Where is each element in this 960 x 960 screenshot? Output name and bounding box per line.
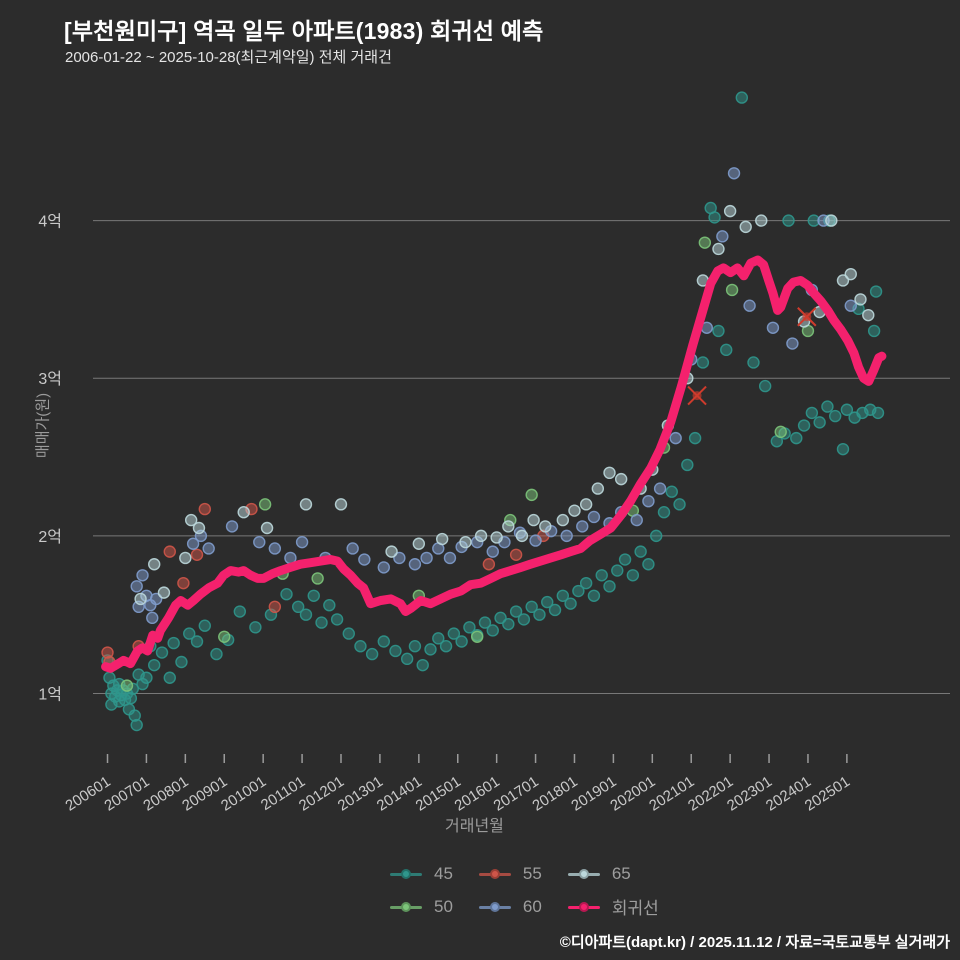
legend-item-50[interactable]: 50	[390, 894, 453, 919]
legend-label: 65	[611, 864, 631, 883]
legend-label: 55	[522, 864, 542, 883]
legend-label: 45	[434, 864, 453, 883]
series-dot-icon	[567, 868, 600, 880]
y-tick-labels: 1억 2억 3억 4억	[38, 213, 62, 704]
cancelled-x-markers	[687, 307, 817, 406]
page-subtitle: 2006-01-22 ~ 2025-10-28(최근계약일) 전체 거래건	[65, 49, 392, 66]
series-dot-icon	[478, 901, 511, 913]
legend-item-45[interactable]: 45	[390, 864, 453, 884]
legend-label: 회귀선	[611, 899, 659, 918]
scatter-series-60	[130, 167, 857, 625]
footer-credit: ©디아파트(dapt.kr) / 2025.11.12 / 자료=국토교통부 실…	[559, 934, 950, 951]
page-title: [부천원미구] 역곡 일두 아파트(1983) 회귀선 예측	[64, 18, 544, 44]
regression-line-icon	[567, 901, 600, 913]
svg-text:201001: 201001	[218, 773, 269, 815]
series-dot-icon	[390, 901, 422, 913]
x-axis-title: 거래년월	[445, 818, 504, 835]
legend-item-55[interactable]: 55	[478, 864, 542, 884]
svg-text:2억: 2억	[38, 528, 62, 546]
legend-item-회귀선[interactable]: 회귀선	[567, 894, 659, 919]
x-axis-ticks: 2006012007012008012009012010012011012012…	[62, 754, 853, 815]
svg-text:3억: 3억	[38, 370, 62, 388]
svg-text:1억: 1억	[38, 686, 62, 704]
regression-line	[101, 255, 887, 673]
series-dot-icon	[478, 868, 511, 880]
legend-item-60[interactable]: 60	[478, 894, 542, 919]
legend-label: 50	[434, 896, 453, 916]
legend-label: 60	[522, 896, 542, 916]
series-dot-icon	[390, 868, 422, 880]
chart-legend: 45 55 65 50 60 회귀선	[390, 864, 659, 919]
svg-text:202501: 202501	[802, 773, 853, 815]
legend-item-65[interactable]: 65	[567, 864, 659, 884]
y-axis-title: 매매가(원)	[34, 392, 52, 459]
svg-text:4억: 4억	[38, 213, 62, 231]
